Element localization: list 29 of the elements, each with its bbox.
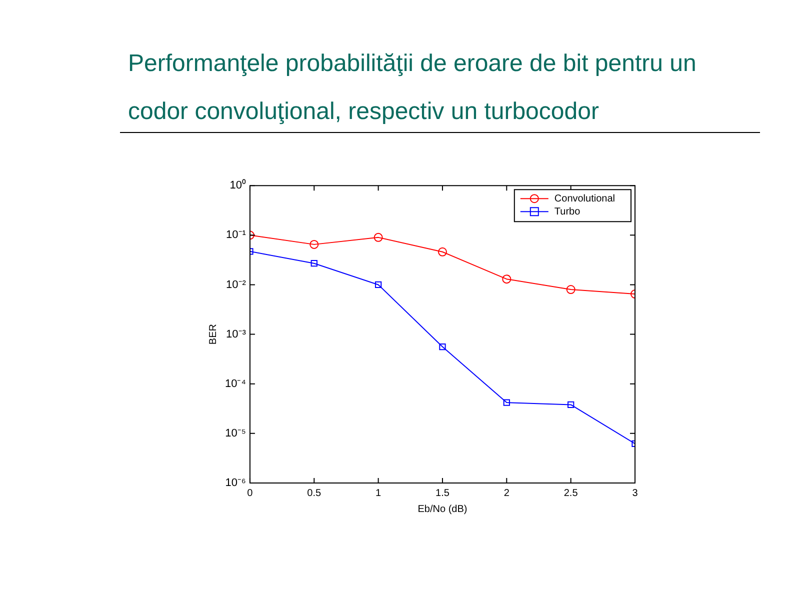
y-tick-label: 10⁻³ [226, 328, 246, 340]
x-tick-label: 3 [632, 488, 638, 499]
chart-title: Performanţele probabilităţii de eroare de bit pentru un codor convoluţional, respectiv un turbocodor [128, 49, 698, 127]
y-tick-label: 10⁻⁶ [225, 477, 246, 490]
point [503, 399, 510, 406]
x-tick-label: 2 [504, 488, 510, 499]
y-tick-label: 10⁻² [226, 278, 246, 291]
y-tick-label: 10⁻⁵ [225, 427, 246, 440]
legend-label: Convolutional [554, 193, 616, 204]
point [310, 260, 318, 267]
point [374, 232, 383, 242]
x-tick-label: 0 [247, 488, 254, 499]
x-tick-label: 2.5 [564, 488, 578, 499]
x-tick-label: 1.5 [436, 488, 450, 499]
y-axis-title: BER [208, 324, 219, 345]
point [502, 274, 512, 284]
y-tick-label: 10⁻¹ [226, 229, 246, 242]
y-tick-label: 10⁻⁴ [224, 378, 246, 390]
x-tick-label: 1 [376, 488, 382, 499]
point [439, 343, 446, 350]
point [374, 281, 382, 288]
point [438, 247, 447, 256]
y-tick-label: 10⁰ [230, 178, 246, 192]
x-tick-label: 0.5 [307, 488, 322, 499]
point [310, 240, 319, 249]
point [566, 285, 576, 294]
x-axis-title: Eb/No (dB) [418, 504, 468, 515]
legend-label: Turbo [554, 206, 581, 218]
point [568, 401, 574, 408]
